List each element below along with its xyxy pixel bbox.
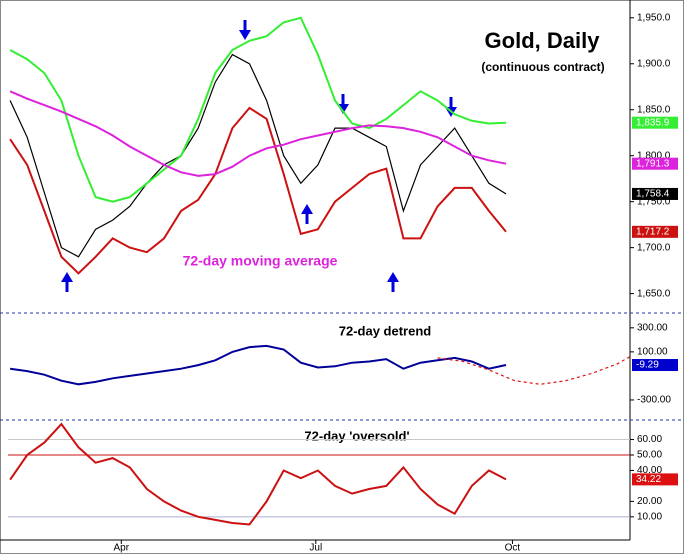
value-box-label: 1,717.2 [636,226,670,237]
y-tick-label: 10.00 [637,511,662,522]
annotation: 72-day moving average [183,253,338,269]
series-line [9,344,507,386]
up-arrow [387,272,399,292]
chart-title: Gold, Daily [485,28,601,53]
panel-title: 72-day detrend [339,323,432,338]
up-arrow [61,272,73,292]
value-box-label: 1,791.3 [636,158,670,169]
y-tick-label: 100.00 [637,347,668,358]
series-line [9,16,507,203]
value-box [632,187,678,200]
value-box [632,116,678,129]
down-arrow [239,20,251,40]
value-box [632,157,678,170]
value-box-label: 1,835.9 [636,117,670,128]
chart-subtitle: (continuous contract) [481,60,604,74]
y-tick-label: 300.00 [637,322,668,333]
up-arrow [301,204,313,224]
series-line [9,422,507,526]
y-tick-label: 1,850.0 [637,104,671,115]
y-tick-label: 1,900.0 [637,58,671,69]
value-box-label: 1,758.4 [636,189,670,200]
value-box-label: 34.22 [636,474,661,485]
y-tick-label: 20.00 [637,496,662,507]
y-tick-label: -300.00 [637,395,671,406]
y-tick-label: 1,750.0 [637,196,671,207]
y-tick-label: 1,950.0 [637,12,671,23]
x-tick-label: Oct [505,543,521,554]
y-tick-label: 1,650.0 [637,288,671,299]
signal-arrows [61,20,457,292]
y-tick-label: 40.00 [637,465,662,476]
panel-title: 72-day 'oversold' [304,428,409,443]
x-tick-label: Jul [309,543,322,554]
value-box [632,225,678,238]
x-tick-label: Apr [114,543,130,554]
y-tick-label: 60.00 [637,434,662,445]
series-line [9,90,507,177]
value-box [632,473,678,486]
series-line [9,106,507,275]
series-line [9,53,507,258]
y-tick-label: 1,700.0 [637,242,671,253]
value-box-label: -9.29 [636,360,659,371]
y-tick-label: 50.00 [637,450,662,461]
y-tick-label: 1,800.0 [637,150,671,161]
value-box [632,359,678,372]
